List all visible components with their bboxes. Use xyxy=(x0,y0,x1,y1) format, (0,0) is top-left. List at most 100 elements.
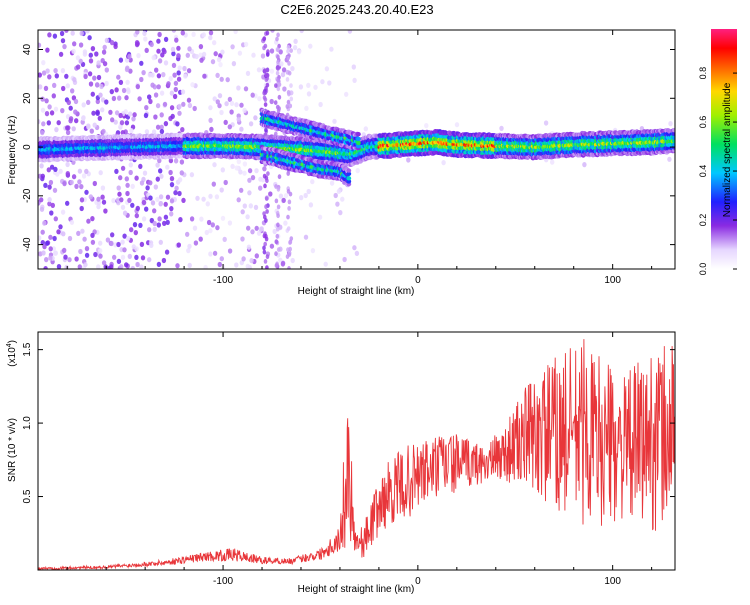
heat-cell xyxy=(171,62,177,68)
heat-cell xyxy=(256,230,262,236)
heat-cell xyxy=(40,107,46,113)
heat-cell xyxy=(220,167,225,173)
heat-cell xyxy=(286,55,290,61)
heat-cell xyxy=(124,95,129,101)
heat-cell xyxy=(141,70,146,76)
heat-cell xyxy=(227,248,233,254)
heat-cell xyxy=(177,110,182,116)
heat-cell xyxy=(155,162,160,168)
heat-cell xyxy=(201,51,207,57)
heat-cell xyxy=(148,98,153,105)
heat-cell xyxy=(92,122,97,128)
heat-cell xyxy=(185,231,190,237)
heat-cell xyxy=(92,180,98,187)
heat-cell xyxy=(125,182,130,188)
figure-title: C2E6.2025.243.20.40.E23 xyxy=(280,2,433,17)
heat-cell xyxy=(303,234,309,240)
heat-cell xyxy=(174,185,179,191)
heat-cell xyxy=(109,40,115,46)
heat-cell xyxy=(90,46,96,52)
heat-cell xyxy=(169,176,175,182)
heat-cell xyxy=(127,111,133,117)
heat-cell xyxy=(138,222,143,228)
heat-cell xyxy=(96,74,102,81)
heat-cell xyxy=(159,124,164,130)
heat-cell xyxy=(105,237,111,243)
heat-cell xyxy=(63,254,68,260)
heat-cell xyxy=(206,219,212,226)
heat-cell xyxy=(238,169,243,175)
heat-cell xyxy=(56,120,61,126)
heat-cell xyxy=(227,96,233,102)
heat-cell xyxy=(38,42,42,48)
heat-cell xyxy=(276,213,280,219)
heat-cell xyxy=(287,199,292,205)
heat-cell xyxy=(114,110,120,116)
heat-cell xyxy=(128,68,133,74)
heat-cell xyxy=(175,121,180,127)
heat-cell xyxy=(286,48,290,54)
heat-cell xyxy=(104,37,110,44)
heat-cell xyxy=(108,109,113,115)
heat-cell xyxy=(352,77,357,83)
heat-cell xyxy=(352,245,357,251)
heat-cell xyxy=(266,171,270,177)
heat-cell xyxy=(51,246,56,252)
heat-cell xyxy=(39,206,45,212)
heat-cell xyxy=(276,222,280,228)
heat-cell xyxy=(38,119,41,125)
heat-cell xyxy=(268,191,273,197)
heat-cell xyxy=(116,241,121,248)
heat-cell xyxy=(111,95,117,102)
heat-cell xyxy=(338,210,343,216)
heat-cell xyxy=(49,110,55,116)
heat-cell xyxy=(205,201,210,207)
heat-cell xyxy=(203,264,208,269)
heat-cell xyxy=(179,159,185,165)
heat-cell xyxy=(246,244,252,250)
heat-cell xyxy=(40,240,45,246)
heat-cell xyxy=(239,126,244,132)
heat-cell xyxy=(251,52,256,58)
heat-cell xyxy=(344,91,349,97)
heat-cell xyxy=(54,127,59,133)
heat-cell xyxy=(73,109,78,115)
heat-cell xyxy=(47,74,52,80)
heat-cell xyxy=(65,129,71,136)
heat-cell xyxy=(41,250,46,256)
heat-cell xyxy=(119,264,124,269)
heat-cell xyxy=(290,66,295,72)
heat-cell xyxy=(198,52,203,58)
heat-cell xyxy=(250,175,256,181)
heat-cell xyxy=(82,236,87,242)
heat-cell xyxy=(264,204,268,210)
heat-cell xyxy=(250,229,255,235)
heat-cell xyxy=(177,177,183,183)
heat-cell xyxy=(92,75,97,81)
heat-cell xyxy=(100,97,106,103)
heat-cell xyxy=(88,58,94,64)
heat-cell xyxy=(84,246,90,252)
heat-cell xyxy=(320,79,325,85)
heat-cell xyxy=(109,264,114,269)
heat-cell xyxy=(280,72,286,78)
heat-cell xyxy=(101,49,107,55)
heat-cell xyxy=(217,261,222,268)
heat-cell xyxy=(246,225,251,231)
heat-cell xyxy=(158,201,163,207)
heat-cell xyxy=(149,217,154,224)
heat-cell xyxy=(102,44,107,50)
heat-cell xyxy=(102,61,108,67)
heat-cell xyxy=(274,263,279,268)
heat-cell xyxy=(134,175,139,181)
heat-cell xyxy=(117,95,122,101)
heat-cell xyxy=(276,47,280,53)
heat-cell xyxy=(306,82,311,88)
heat-cell xyxy=(288,246,293,252)
heat-cell xyxy=(79,30,84,36)
heat-cell xyxy=(127,197,132,203)
heat-cell xyxy=(126,88,131,95)
heat-cell xyxy=(125,235,131,242)
heat-cell xyxy=(61,85,66,92)
